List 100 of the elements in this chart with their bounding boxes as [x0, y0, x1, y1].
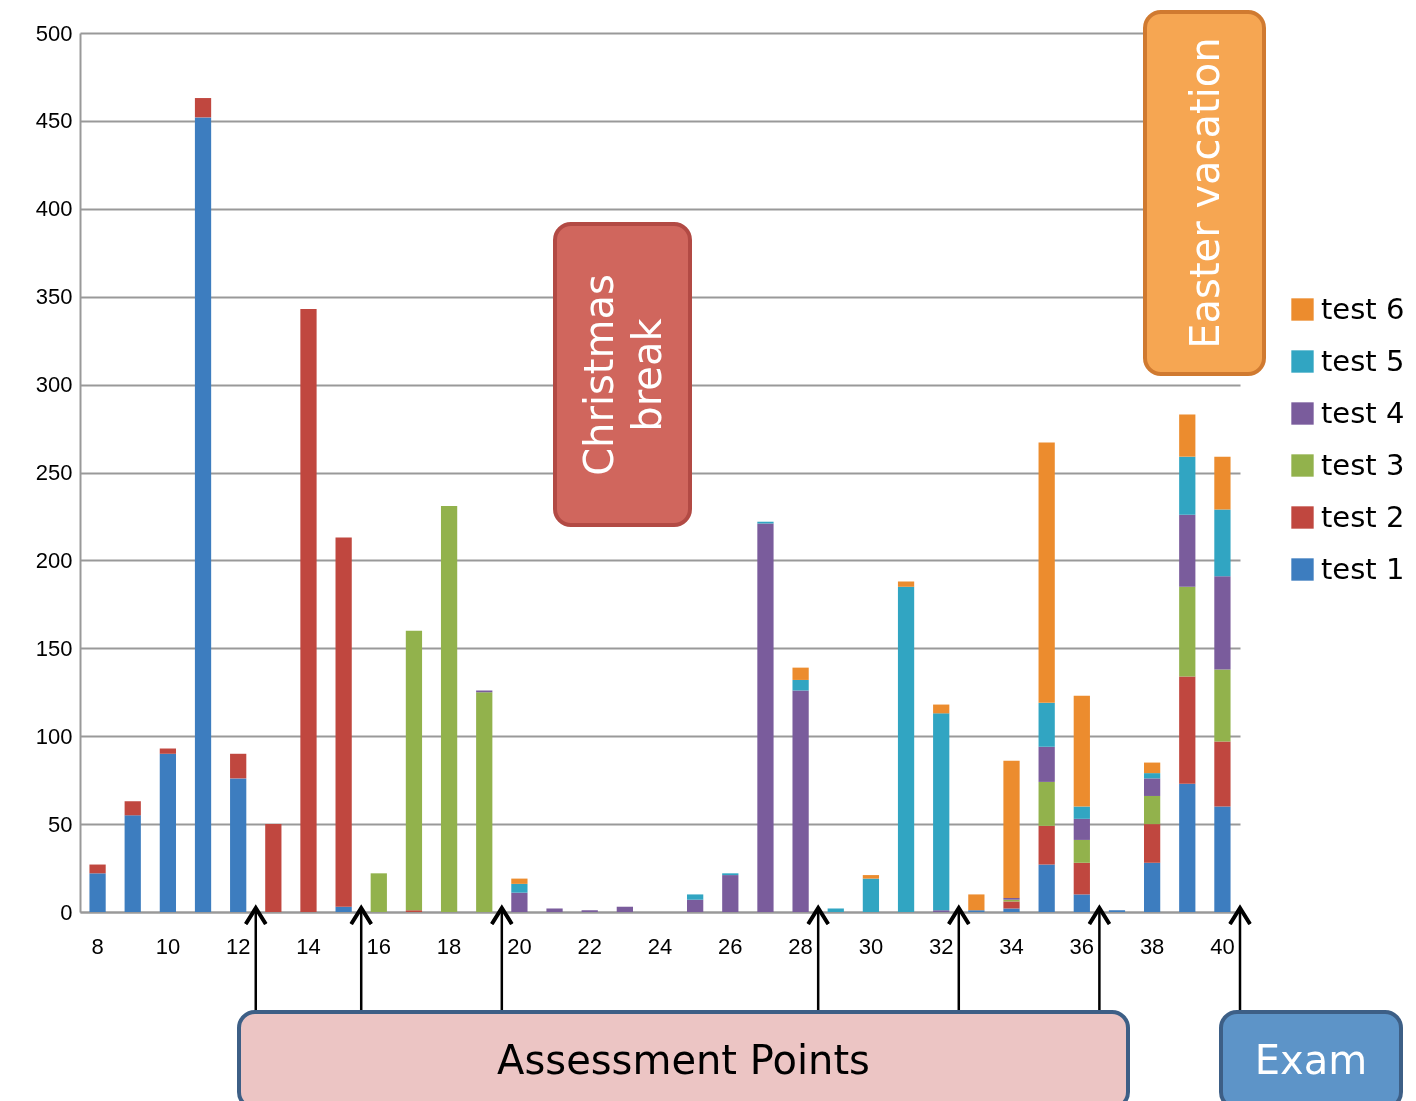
bar: [687, 894, 704, 900]
bar: [1179, 783, 1196, 912]
bar: [1038, 442, 1055, 703]
bar: [757, 523, 774, 912]
x-tick-label: 16: [366, 933, 392, 959]
bar: [616, 906, 633, 912]
bar: [1179, 514, 1196, 587]
bar: [89, 873, 106, 912]
y-tick-label: 300: [35, 372, 73, 398]
bar: [1073, 806, 1090, 819]
bar: [1143, 762, 1161, 774]
bar: [1214, 456, 1231, 510]
bar: [687, 899, 704, 912]
bar: [1073, 818, 1090, 840]
bar: [194, 117, 212, 912]
label-box: Exam: [1219, 1010, 1403, 1101]
y-tick-label: 250: [35, 460, 73, 485]
y-tick-label: 100: [35, 723, 73, 749]
y-tick-label: 450: [35, 108, 73, 134]
legend-label: test 3: [1321, 447, 1405, 482]
y-tick-label: 400: [35, 196, 73, 222]
x-tick-label: 20: [507, 933, 532, 959]
bar: [792, 679, 809, 691]
bar: [1214, 669, 1231, 742]
bar: [511, 883, 528, 893]
bar: [1003, 901, 1020, 909]
legend-label: test 2: [1321, 499, 1405, 534]
x-tick-label: 36: [1069, 933, 1095, 959]
bar: [792, 690, 809, 912]
bar: [1038, 746, 1055, 782]
bar: [1038, 781, 1055, 826]
bar: [265, 824, 282, 912]
bar: [722, 875, 739, 912]
legend-label: test 1: [1321, 551, 1405, 586]
x-tick-label: 18: [436, 933, 462, 959]
x-tick-label: 38: [1139, 933, 1165, 959]
x-tick-label: 32: [928, 933, 954, 959]
y-tick-label: 500: [35, 20, 73, 46]
bar: [89, 864, 106, 874]
y-tick-label: 150: [35, 635, 73, 661]
bar: [1073, 839, 1090, 863]
legend-label: test 5: [1321, 343, 1405, 378]
bar: [511, 878, 528, 884]
bar: [546, 908, 563, 912]
bar: [1073, 862, 1090, 895]
x-tick-label: 24: [647, 933, 673, 959]
x-tick-label: 26: [718, 933, 743, 959]
legend-label: test 6: [1321, 291, 1405, 326]
x-tick-label: 14: [296, 933, 321, 959]
bar: [1143, 824, 1161, 863]
bar: [968, 894, 985, 911]
bar: [1143, 778, 1161, 796]
bar: [335, 906, 352, 912]
bar: [159, 748, 177, 754]
annotation: Easter vacation: [1180, 37, 1229, 349]
x-tick-label: 8: [91, 933, 104, 959]
bar: [1214, 576, 1231, 670]
bar: [933, 713, 950, 911]
bar: [1073, 695, 1090, 807]
bar: [897, 586, 915, 912]
bar: [933, 704, 950, 714]
label-box: Assessment Points: [237, 1010, 1130, 1101]
bar: [124, 815, 141, 912]
bar: [405, 630, 423, 911]
x-tick-label: 30: [858, 933, 884, 959]
label-box: Christmas break: [553, 222, 692, 527]
bar: [230, 753, 247, 779]
annotation: Christmas break: [574, 273, 671, 476]
bar: [1143, 862, 1161, 912]
bar: [1143, 795, 1161, 825]
y-tick-label: 0: [60, 899, 73, 925]
bar: [1038, 864, 1055, 912]
bar: [335, 537, 352, 907]
bar: [1179, 586, 1196, 677]
bar: [1038, 825, 1055, 865]
bar: [194, 98, 212, 118]
bar: [1073, 894, 1090, 912]
bar: [124, 801, 141, 816]
bar: [862, 878, 880, 912]
y-tick-label: 50: [48, 811, 73, 837]
bar: [230, 778, 247, 912]
bar: [1179, 456, 1196, 515]
label-box: Easter vacation: [1143, 10, 1266, 376]
legend-label: test 4: [1321, 395, 1405, 430]
bar: [1003, 908, 1020, 912]
bar: [511, 892, 528, 912]
bar: [792, 667, 809, 680]
bar: [1214, 806, 1231, 912]
bar: [370, 873, 387, 912]
y-tick-label: 350: [35, 284, 73, 310]
bar: [300, 309, 317, 912]
x-tick-label: 22: [577, 933, 602, 959]
bar: [897, 581, 915, 587]
bar: [159, 753, 177, 912]
x-tick-label: 28: [788, 933, 813, 959]
bar: [476, 692, 493, 912]
bar: [1143, 773, 1161, 779]
bar: [827, 908, 844, 912]
x-tick-label: 10: [155, 933, 181, 959]
bar: [1214, 741, 1231, 807]
